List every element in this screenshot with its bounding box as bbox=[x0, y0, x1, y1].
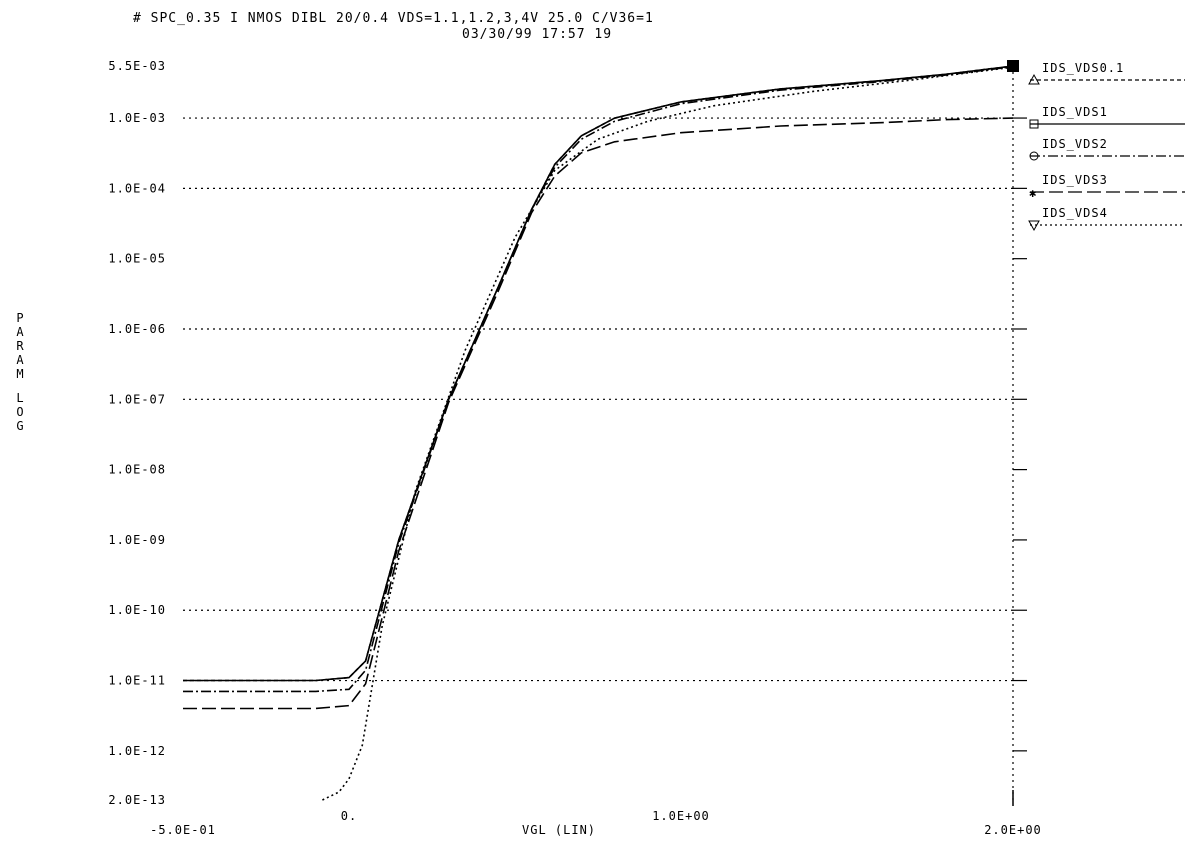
y-tick-label: 1.0E-03 bbox=[108, 111, 166, 125]
y-tick-label: 1.0E-05 bbox=[108, 252, 166, 266]
y-tick-label: 1.0E-04 bbox=[108, 181, 166, 195]
y-tick-labels: 5.5E-03 1.0E-03 1.0E-04 1.0E-05 1.0E-06 1.0E-… bbox=[108, 59, 166, 807]
y-tick-label: 1.0E-08 bbox=[108, 463, 166, 477]
y-axis-label-char: R bbox=[16, 339, 24, 353]
chart-subtitle: 03/30/99 17:57 19 bbox=[462, 27, 612, 42]
legend-marker bbox=[1028, 220, 1040, 232]
series-line-3 bbox=[183, 117, 1014, 710]
y-tick-label: 2.0E-13 bbox=[108, 793, 166, 807]
axes bbox=[1012, 66, 1027, 806]
series-line-2 bbox=[183, 65, 1014, 693]
y-tick-label: 1.0E-09 bbox=[108, 533, 166, 547]
y-tick-label: 1.0E-07 bbox=[108, 392, 166, 406]
legend-label: IDS_VDS3 bbox=[1042, 173, 1108, 187]
series-line-1 bbox=[183, 65, 1014, 682]
y-axis-label-char: A bbox=[16, 325, 24, 339]
legend-marker: ✱ bbox=[1029, 186, 1037, 200]
y-axis-label-char: A bbox=[16, 353, 24, 367]
end-marker bbox=[1007, 60, 1019, 72]
legend-marker bbox=[1029, 151, 1039, 161]
chart-title: # SPC_0.35 I NMOS DIBL 20/0.4 VDS=1.1,1.… bbox=[133, 11, 654, 26]
x-tick-label: 2.0E+00 bbox=[984, 823, 1042, 837]
legend-marker bbox=[1029, 119, 1039, 129]
legend-label: IDS_VDS1 bbox=[1042, 105, 1108, 119]
series-line-4 bbox=[322, 66, 1014, 801]
y-tick-label: 1.0E-11 bbox=[108, 674, 166, 688]
y-tick-label: 1.0E-06 bbox=[108, 322, 166, 336]
x-tick-label: 1.0E+00 bbox=[652, 809, 710, 823]
gridlines bbox=[183, 117, 1013, 682]
series-line-0 bbox=[183, 65, 1014, 682]
series-lines bbox=[183, 60, 1019, 801]
legend-label: IDS_VDS4 bbox=[1042, 206, 1108, 220]
y-tick-label: 1.0E-10 bbox=[108, 603, 166, 617]
legend-marker bbox=[1028, 73, 1040, 85]
y-axis-label-char: G bbox=[16, 419, 23, 433]
x-axis-label: VGL (LIN) bbox=[522, 823, 596, 837]
legend-label: IDS_VDS0.1 bbox=[1042, 61, 1124, 75]
x-tick-label: 0. bbox=[341, 809, 357, 823]
y-axis-label-char: M bbox=[16, 367, 23, 381]
legend: IDS_VDS0.1 IDS_VDS1 IDS_VDS2 IDS_VDS3 ✱ IDS_V… bbox=[1028, 61, 1185, 232]
y-axis-label-char: O bbox=[16, 405, 23, 419]
y-tick-label: 5.5E-03 bbox=[108, 59, 166, 73]
y-axis-label-char: P bbox=[16, 311, 23, 325]
x-tick-labels: -5.0E-01 0. 1.0E+00 2.0E+00 bbox=[150, 809, 1042, 837]
y-axis-label-char: L bbox=[16, 391, 23, 405]
legend-label: IDS_VDS2 bbox=[1042, 137, 1108, 151]
y-tick-label: 1.0E-12 bbox=[108, 744, 166, 758]
x-tick-label: -5.0E-01 bbox=[150, 823, 216, 837]
